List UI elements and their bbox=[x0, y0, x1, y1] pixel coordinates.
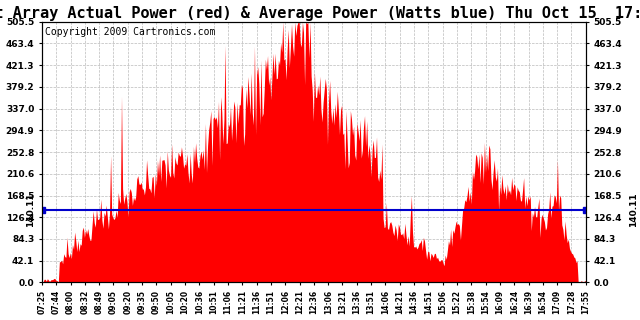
Text: 140.11: 140.11 bbox=[26, 193, 35, 228]
Text: Copyright 2009 Cartronics.com: Copyright 2009 Cartronics.com bbox=[45, 27, 215, 37]
Title: West Array Actual Power (red) & Average Power (Watts blue) Thu Oct 15  17:57: West Array Actual Power (red) & Average … bbox=[0, 5, 640, 20]
Text: 140.11: 140.11 bbox=[629, 193, 638, 228]
